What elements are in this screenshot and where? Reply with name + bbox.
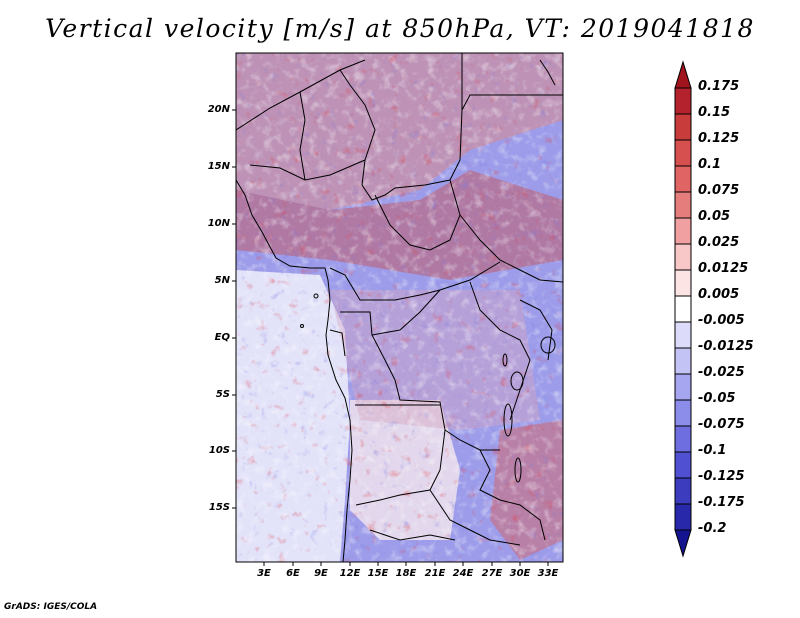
colorbar-bin — [674, 477, 692, 505]
colorbar-bin — [674, 165, 692, 193]
colorbar-tick-label: -0.075 — [698, 417, 745, 432]
lon-ticks — [263, 562, 549, 566]
colorbar-tick-label: -0.025 — [698, 365, 745, 380]
lon-label-15e: 15E — [367, 568, 389, 579]
colorbar-bin — [674, 451, 692, 479]
lat-label-5s: 5S — [215, 389, 230, 400]
lon-label-6e: 6E — [286, 568, 300, 579]
lon-label-18e: 18E — [395, 568, 417, 579]
colorbar-tick-label: -0.2 — [698, 521, 727, 536]
colorbar-bin — [674, 139, 692, 167]
colorbar-tick-label: 0.1 — [698, 157, 722, 172]
colorbar-bin — [674, 87, 692, 115]
colorbar-tick-label: 0.05 — [698, 209, 731, 224]
colorbar-bin — [674, 399, 692, 427]
country-borders — [236, 53, 563, 562]
colorbar-tick-label: 0.15 — [698, 105, 731, 120]
colorbar-bin — [674, 191, 692, 219]
lon-label-12e: 12E — [339, 568, 361, 579]
lon-label-33e: 33E — [537, 568, 559, 579]
colorbar-top-arrow — [674, 60, 692, 89]
colorbar-bin — [674, 295, 692, 323]
lon-label-30e: 30E — [509, 568, 531, 579]
colorbar-bin — [674, 503, 692, 531]
colorbar-bin — [674, 217, 692, 245]
lat-label-15s: 15S — [208, 502, 230, 513]
colorbar-tick-label: 0.025 — [698, 235, 740, 250]
colorbar-tick-label: -0.175 — [698, 495, 745, 510]
lon-label-24e: 24E — [452, 568, 474, 579]
colorbar-tick-label: 0.0125 — [698, 261, 749, 276]
lon-label-3e: 3E — [257, 568, 271, 579]
lon-label-9e: 9E — [314, 568, 328, 579]
colorbar-bin — [674, 321, 692, 349]
lat-label-10s: 10S — [208, 445, 230, 456]
colorbar-tick-label: 0.005 — [698, 287, 740, 302]
colorbar-tick-label: -0.1 — [698, 443, 727, 458]
colorbar-bin — [674, 113, 692, 141]
colorbar-tick-label: 0.075 — [698, 183, 740, 198]
lat-label-eq: EQ — [214, 332, 230, 343]
map-frame — [235, 52, 564, 563]
vertical-velocity-field — [236, 53, 563, 562]
colorbar-bin — [674, 347, 692, 375]
colorbar-tick-label: -0.125 — [698, 469, 745, 484]
colorbar-bin — [674, 425, 692, 453]
lat-ticks — [232, 109, 236, 509]
colorbar-bin — [674, 373, 692, 401]
colorbar — [674, 60, 692, 558]
colorbar-tick-label: 0.175 — [698, 79, 740, 94]
chart-title: Vertical velocity [m/s] at 850hPa, VT: 2… — [45, 14, 755, 43]
lat-label-20n: 20N — [207, 104, 230, 115]
lat-label-15n: 15N — [207, 161, 230, 172]
colorbar-tick-label: 0.125 — [698, 131, 740, 146]
colorbar-tick-label: -0.005 — [698, 313, 745, 328]
colorbar-bin — [674, 243, 692, 271]
grads-credit: GrADS: IGES/COLA — [4, 602, 98, 612]
lon-label-27e: 27E — [481, 568, 503, 579]
colorbar-bottom-arrow — [674, 529, 692, 558]
colorbar-tick-label: -0.0125 — [698, 339, 754, 354]
lon-label-21e: 21E — [424, 568, 446, 579]
colorbar-bin — [674, 269, 692, 297]
lat-label-10n: 10N — [207, 218, 230, 229]
colorbar-tick-label: -0.05 — [698, 391, 736, 406]
lat-label-5n: 5N — [214, 275, 230, 286]
